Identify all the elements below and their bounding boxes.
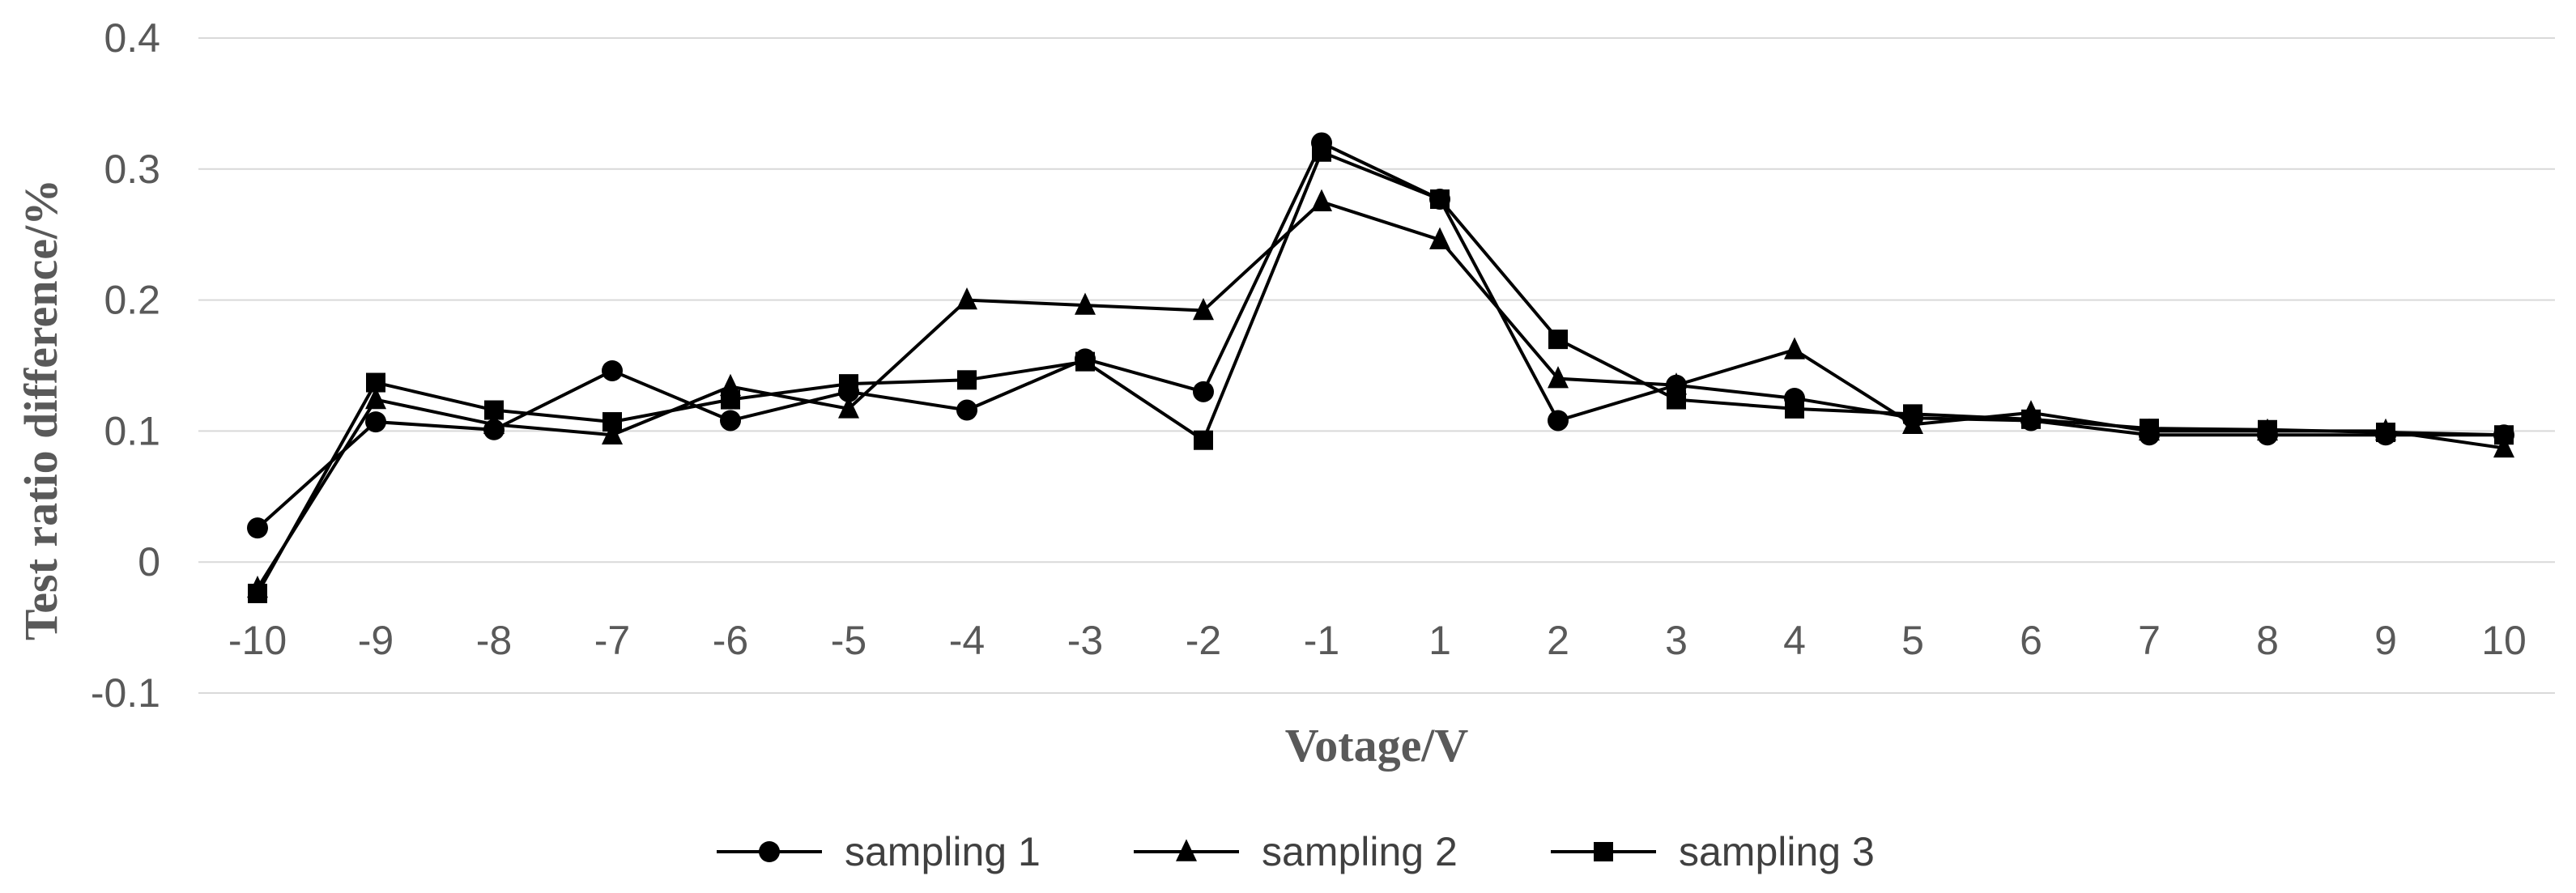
data-point-sampling-3 [1430,189,1450,210]
data-point-sampling-3 [839,374,858,394]
data-point-sampling-3 [248,584,267,604]
data-point-sampling-1 [602,359,623,381]
x-axis-ticks: -10 -9 -8 -7 -6 -5 -4 -3 -2 -1 1 2 3 4 5 6 7 8 9 10 [228,618,2527,663]
y-tick-label: 0.4 [104,15,160,61]
data-point-sampling-3 [2258,419,2277,440]
data-point-sampling-3 [1075,351,1095,372]
data-point-sampling-1 [956,399,977,421]
legend-label-sampling-1: sampling 1 [845,829,1041,874]
data-point-sampling-1 [720,410,741,432]
data-point-sampling-1 [1193,381,1214,402]
x-tick-label: -5 [831,618,866,663]
data-point-sampling-2 [1666,372,1687,395]
data-point-sampling-2 [838,396,859,419]
x-axis-title: Votage/V [1285,719,1469,772]
series-line-sampling-1 [256,140,2504,529]
y-tick-label: 0 [138,539,160,585]
x-tick-label: 2 [1547,618,1569,663]
series-lines [256,140,2505,595]
data-point-sampling-2 [1548,366,1569,389]
data-point-sampling-1 [365,411,386,433]
data-point-sampling-2 [956,287,977,310]
y-tick-label: -0.1 [91,670,160,716]
data-point-sampling-3 [1667,389,1686,410]
x-tick-label: 9 [2374,618,2397,663]
legend-marker-sampling-3 [1594,842,1613,861]
legend-label-sampling-2: sampling 2 [1262,829,1458,874]
data-point-sampling-2 [1311,189,1332,211]
data-point-sampling-3 [602,412,622,432]
data-point-sampling-2 [1193,297,1214,321]
x-tick-label: -2 [1186,618,1221,663]
x-tick-label: 10 [2481,618,2527,663]
data-point-sampling-2 [602,422,623,444]
legend-label-sampling-3: sampling 3 [1679,829,1875,874]
y-tick-label: 0.3 [104,147,160,192]
data-point-sampling-3 [1548,330,1568,350]
data-point-sampling-1 [1548,410,1569,432]
y-tick-label: 0.1 [104,408,160,453]
x-tick-label: 3 [1665,618,1688,663]
x-tick-label: -7 [594,618,630,663]
data-point-sampling-2 [1784,337,1805,359]
legend-marker-sampling-2 [1176,839,1197,861]
data-point-sampling-3 [366,372,385,393]
data-point-sampling-2 [1075,292,1096,315]
data-point-sampling-2 [2493,435,2514,458]
x-tick-label: -6 [713,618,748,663]
x-tick-label: 7 [2138,618,2161,663]
x-tick-label: -1 [1304,618,1339,663]
data-point-sampling-3 [484,400,504,420]
x-tick-label: 8 [2256,618,2279,663]
x-tick-label: -3 [1067,618,1103,663]
data-point-sampling-1 [247,517,268,539]
x-tick-label: -8 [476,618,512,663]
x-tick-label: 4 [1783,618,1806,663]
data-point-sampling-2 [365,386,386,410]
data-point-sampling-3 [1312,142,1331,162]
series-line-sampling-3 [256,150,2505,595]
data-point-sampling-3 [1903,404,1922,424]
data-point-sampling-3 [2494,425,2514,445]
data-point-sampling-3 [2021,409,2041,429]
data-point-sampling-3 [2376,423,2395,443]
gridlines [198,37,2555,694]
data-point-sampling-3 [2140,419,2159,439]
data-point-sampling-2 [1429,227,1450,249]
data-point-sampling-3 [1785,398,1804,419]
y-axis-ticks: -0.1 0 0.1 0.2 0.3 0.4 [91,15,160,716]
legend: sampling 1 sampling 2 sampling 3 [717,829,1875,874]
y-tick-label: 0.2 [104,278,160,323]
y-axis-title: Test ratio difference/% [15,179,67,640]
data-point-sampling-3 [721,389,740,410]
x-tick-label: -9 [358,618,394,663]
data-point-sampling-3 [1194,430,1213,450]
legend-marker-sampling-1 [759,841,780,862]
x-tick-label: 1 [1429,618,1451,663]
x-tick-label: -10 [228,618,287,663]
x-tick-label: 6 [2020,618,2042,663]
series-markers [247,132,2514,604]
series-line-sampling-2 [256,199,2505,589]
x-tick-label: 5 [1901,618,1924,663]
data-point-sampling-2 [483,411,505,435]
data-point-sampling-3 [957,370,977,390]
x-tick-label: -4 [949,618,985,663]
